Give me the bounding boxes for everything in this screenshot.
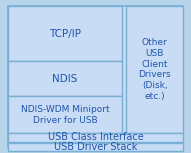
Bar bbox=[126, 6, 183, 133]
Text: NDIS-WDM Miniport
Driver for USB: NDIS-WDM Miniport Driver for USB bbox=[21, 105, 109, 125]
Text: NDIS: NDIS bbox=[52, 74, 78, 84]
Text: TCP/IP: TCP/IP bbox=[49, 29, 81, 39]
Bar bbox=[8, 6, 122, 61]
Bar bbox=[8, 61, 122, 96]
Bar bbox=[8, 133, 183, 142]
Bar bbox=[8, 143, 183, 151]
Text: USB Driver Stack: USB Driver Stack bbox=[54, 142, 137, 152]
Text: Other
USB
Client
Drivers
(Disk,
etc.): Other USB Client Drivers (Disk, etc.) bbox=[138, 38, 171, 101]
Text: USB Class Interface: USB Class Interface bbox=[48, 132, 143, 142]
Bar bbox=[8, 96, 122, 133]
